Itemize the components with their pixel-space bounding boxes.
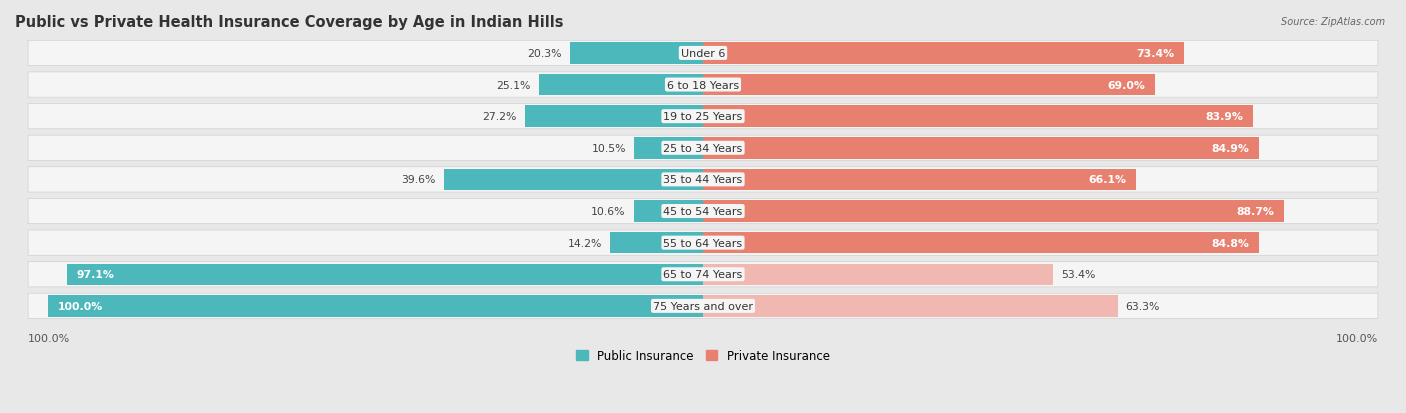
Text: 84.9%: 84.9% [1212,143,1250,153]
Text: 14.2%: 14.2% [568,238,602,248]
FancyBboxPatch shape [28,104,1378,130]
FancyBboxPatch shape [28,230,1378,256]
Bar [634,138,703,159]
Text: 75 Years and over: 75 Years and over [652,301,754,311]
Text: 100.0%: 100.0% [58,301,103,311]
Text: Under 6: Under 6 [681,49,725,59]
Bar [703,138,1260,159]
Text: Public vs Private Health Insurance Coverage by Age in Indian Hills: Public vs Private Health Insurance Cover… [15,15,564,30]
Text: 10.6%: 10.6% [591,206,626,216]
Text: 73.4%: 73.4% [1136,49,1174,59]
Text: 83.9%: 83.9% [1205,112,1243,122]
Bar [703,75,1156,96]
Text: 6 to 18 Years: 6 to 18 Years [666,81,740,90]
Bar [634,201,703,222]
Bar [610,233,703,254]
Text: 97.1%: 97.1% [76,270,114,280]
FancyBboxPatch shape [28,73,1378,98]
Text: 65 to 74 Years: 65 to 74 Years [664,270,742,280]
Bar [66,264,703,285]
Bar [524,106,703,128]
Bar [703,264,1053,285]
Bar [569,43,703,64]
Bar [703,43,1184,64]
Text: 66.1%: 66.1% [1088,175,1126,185]
Text: 39.6%: 39.6% [401,175,436,185]
FancyBboxPatch shape [28,262,1378,287]
Bar [703,201,1284,222]
Bar [703,169,1136,191]
FancyBboxPatch shape [28,199,1378,224]
Text: 25.1%: 25.1% [496,81,530,90]
Text: 35 to 44 Years: 35 to 44 Years [664,175,742,185]
FancyBboxPatch shape [28,136,1378,161]
FancyBboxPatch shape [28,41,1378,66]
Bar [538,75,703,96]
FancyBboxPatch shape [28,294,1378,319]
Bar [703,106,1253,128]
Text: 100.0%: 100.0% [28,333,70,343]
Bar [703,295,1118,317]
Text: 84.8%: 84.8% [1211,238,1249,248]
Text: 100.0%: 100.0% [1336,333,1378,343]
Text: 19 to 25 Years: 19 to 25 Years [664,112,742,122]
Bar [703,233,1258,254]
Text: 10.5%: 10.5% [592,143,626,153]
Text: 88.7%: 88.7% [1236,206,1274,216]
Text: 20.3%: 20.3% [527,49,562,59]
Bar [48,295,703,317]
Text: 53.4%: 53.4% [1060,270,1095,280]
Text: 45 to 54 Years: 45 to 54 Years [664,206,742,216]
Bar [443,169,703,191]
FancyBboxPatch shape [28,167,1378,192]
Text: 27.2%: 27.2% [482,112,517,122]
Text: 55 to 64 Years: 55 to 64 Years [664,238,742,248]
Text: 25 to 34 Years: 25 to 34 Years [664,143,742,153]
Text: 69.0%: 69.0% [1108,81,1146,90]
Text: Source: ZipAtlas.com: Source: ZipAtlas.com [1281,17,1385,26]
Legend: Public Insurance, Private Insurance: Public Insurance, Private Insurance [571,345,835,367]
Text: 63.3%: 63.3% [1126,301,1160,311]
